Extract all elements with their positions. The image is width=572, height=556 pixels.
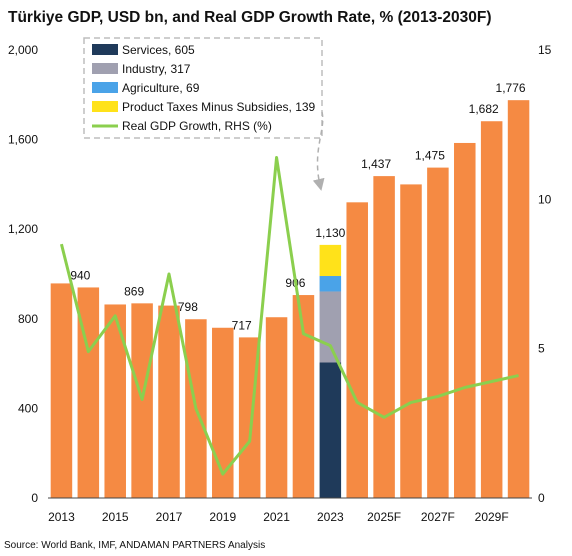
legend-label: Services, 605 — [122, 43, 195, 57]
gdp-data-label: 717 — [232, 318, 252, 332]
gdp-data-label: 869 — [124, 284, 144, 298]
gdp-data-label: 1,130 — [315, 226, 345, 240]
x-tick-label: 2025F — [367, 510, 401, 524]
gdp-bar — [50, 283, 73, 498]
x-tick-label: 2019 — [209, 510, 236, 524]
right-tick-label: 15 — [538, 43, 552, 57]
gdp-bar — [480, 121, 503, 499]
x-tick-label: 2021 — [263, 510, 290, 524]
gdp-bar — [77, 287, 100, 498]
gdp-bar — [346, 202, 368, 498]
stacked-bar-segment-1 — [319, 291, 342, 363]
gdp-bar — [292, 295, 315, 498]
legend-label: Real GDP Growth, RHS (%) — [122, 119, 272, 133]
gdp-bar — [454, 142, 476, 498]
legend-pointer-arrow — [312, 111, 325, 191]
gdp-data-label: 940 — [70, 268, 90, 282]
stacked-bar-segment-3 — [319, 244, 342, 277]
x-tick-label: 2013 — [48, 510, 75, 524]
gdp-bar — [158, 305, 180, 498]
gdp-data-label: 1,475 — [415, 149, 445, 163]
legend-label: Product Taxes Minus Subsidies, 139 — [122, 100, 316, 114]
left-axis: 0 400 800 1,200 1,600 2,000 — [8, 43, 38, 505]
gdp-bar — [427, 167, 449, 498]
gdp-bar — [507, 100, 530, 499]
right-axis: 0 5 10 15 — [538, 43, 552, 505]
source-note: Source: World Bank, IMF, ANDAMAN PARTNER… — [4, 540, 265, 551]
gdp-bar — [265, 317, 288, 498]
right-tick-label: 5 — [538, 342, 545, 356]
x-tick-label: 2023 — [317, 510, 344, 524]
growth-line — [59, 156, 519, 476]
gdp-data-label: 798 — [178, 300, 198, 314]
gdp-data-label: 1,682 — [469, 102, 499, 116]
right-tick-label: 10 — [538, 192, 552, 206]
x-tick-label: 2015 — [102, 510, 129, 524]
legend-label: Agriculture, 69 — [122, 81, 200, 95]
x-tick-label: 2027F — [421, 510, 455, 524]
left-tick-label: 800 — [18, 312, 38, 326]
gdp-bar — [212, 327, 234, 498]
legend: Services, 605 Industry, 317 Agriculture, 6… — [83, 37, 323, 139]
legend-swatch — [92, 82, 118, 93]
legend-swatch — [92, 44, 118, 55]
chart-title: Türkiye GDP, USD bn, and Real GDP Growth… — [8, 9, 492, 26]
left-tick-label: 0 — [31, 491, 38, 505]
gdp-bar — [400, 184, 422, 498]
gdp-data-label: 1,437 — [361, 157, 391, 171]
legend-swatch — [92, 101, 118, 112]
gdp-bar — [373, 176, 395, 498]
legend-swatch — [92, 63, 118, 74]
gdp-data-label: 1,776 — [496, 81, 526, 95]
x-tick-label: 2029F — [475, 510, 509, 524]
x-axis: 2013 2015 2017 2019 2021 2023 2025F 2027F 2029F — [48, 510, 509, 524]
legend-label: Industry, 317 — [122, 62, 191, 76]
left-tick-label: 400 — [18, 401, 38, 415]
right-tick-label: 0 — [538, 491, 545, 505]
stacked-bar-segment-0 — [319, 362, 342, 498]
stacked-bar-segment-2 — [319, 276, 342, 292]
left-tick-label: 1,200 — [8, 222, 38, 236]
gdp-bar — [104, 304, 126, 498]
left-tick-label: 1,600 — [8, 133, 38, 147]
left-tick-label: 2,000 — [8, 43, 38, 57]
legend-box — [83, 37, 323, 139]
x-tick-label: 2017 — [156, 510, 183, 524]
